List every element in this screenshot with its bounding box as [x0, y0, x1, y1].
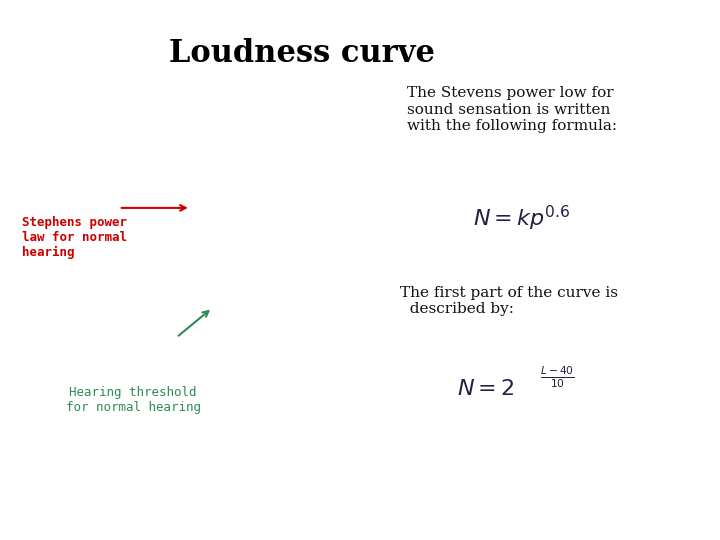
Text: $N = kp^{0.6}$: $N = kp^{0.6}$ — [473, 204, 571, 233]
Text: The first part of the curve is
  described by:: The first part of the curve is described… — [400, 286, 618, 316]
Text: $N = 2$: $N = 2$ — [457, 378, 515, 400]
Text: $\frac{L-40}{10}$: $\frac{L-40}{10}$ — [540, 364, 575, 390]
Text: The Stevens power low for
sound sensation is written
with the following formula:: The Stevens power low for sound sensatio… — [407, 86, 617, 133]
Text: Loudness curve: Loudness curve — [169, 38, 436, 69]
Text: Hearing threshold
for normal hearing: Hearing threshold for normal hearing — [66, 386, 201, 414]
Text: Stephens power
law for normal
hearing: Stephens power law for normal hearing — [22, 216, 127, 259]
